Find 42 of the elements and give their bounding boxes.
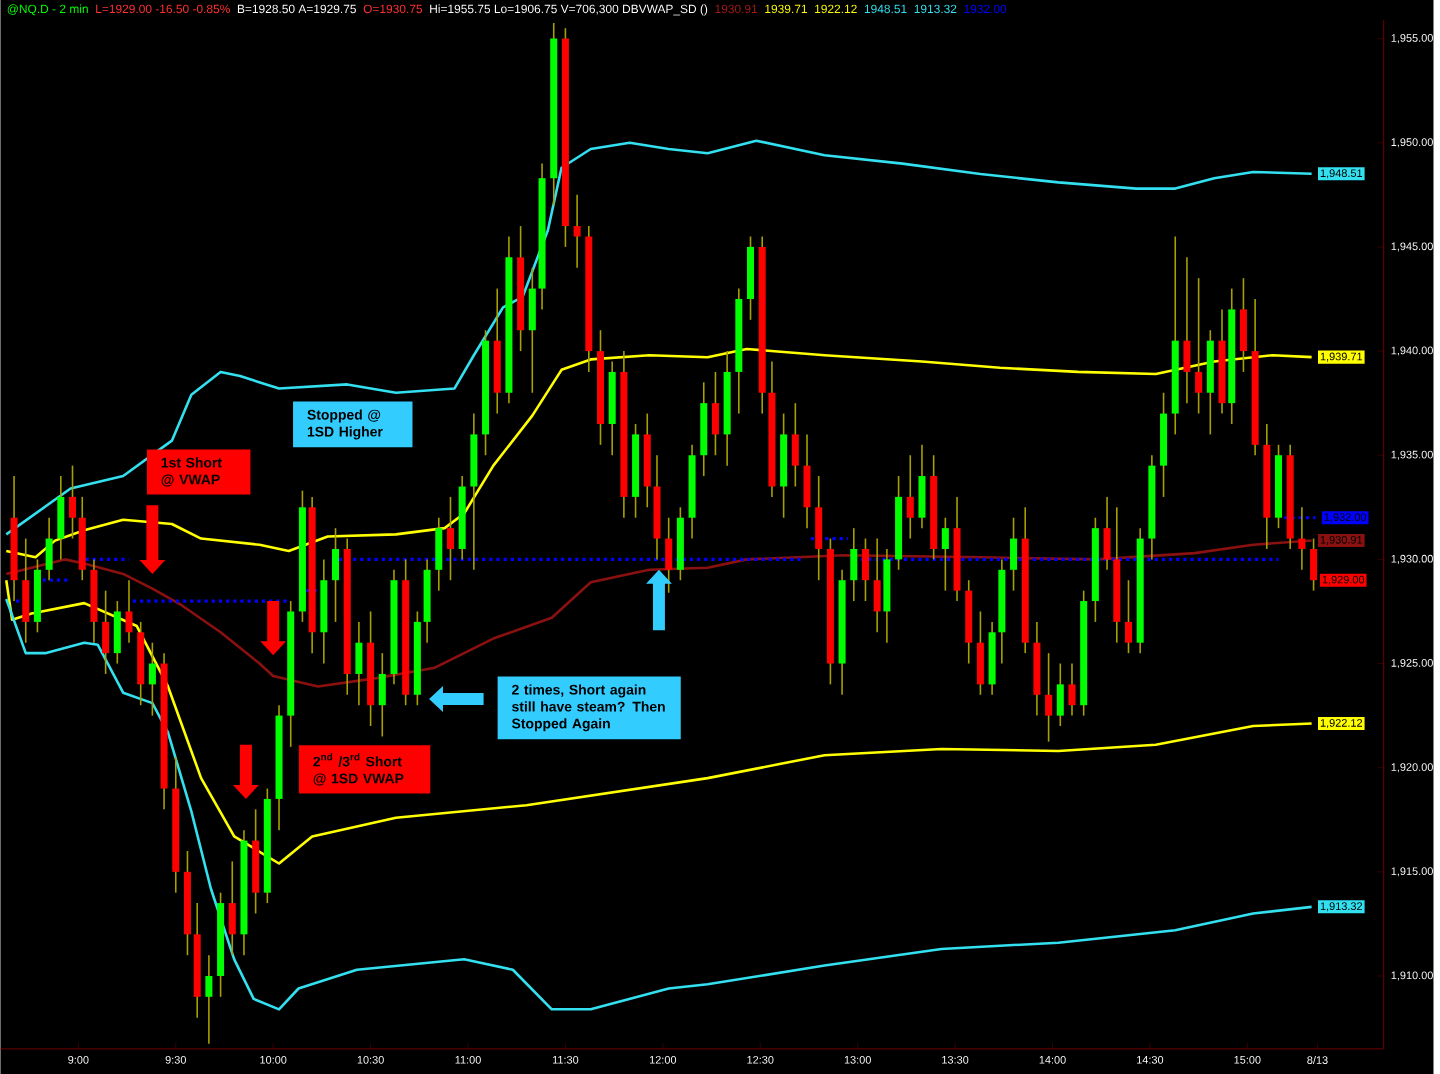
candlestick: [148, 641, 156, 717]
candlestick: [332, 526, 340, 623]
candlestick: [976, 610, 984, 696]
candlestick: [850, 526, 858, 602]
candlestick: [528, 266, 536, 394]
candlestick: [355, 620, 363, 706]
candlestick: [1010, 516, 1018, 592]
line-series: [4, 139, 1313, 536]
line-series: [4, 578, 1313, 865]
candlestick: [205, 954, 213, 1045]
candlestick: [1103, 495, 1111, 571]
candlestick: [69, 464, 77, 539]
candlestick: [1068, 662, 1076, 717]
candlestick: [941, 516, 949, 592]
candlestick: [791, 401, 799, 487]
candlestick: [1056, 662, 1064, 727]
candlestick: [803, 433, 811, 529]
line-series: [4, 597, 1313, 1011]
candlestick: [446, 495, 454, 581]
candlestick: [228, 860, 236, 956]
candlestick: [125, 579, 133, 644]
candlestick: [1124, 579, 1132, 654]
candlestick: [573, 193, 581, 269]
candlestick: [22, 537, 30, 644]
candlestick: [1195, 277, 1203, 414]
candlestick: [378, 651, 386, 737]
candlestick: [435, 516, 443, 592]
candlestick: [711, 370, 719, 456]
candlestick: [906, 454, 914, 539]
candlestick: [1183, 256, 1191, 404]
candlestick: [815, 474, 823, 581]
candlestick: [57, 474, 65, 560]
candlestick: [102, 589, 110, 675]
candlestick: [1045, 651, 1053, 743]
candlestick: [1298, 506, 1306, 571]
candlestick: [45, 516, 53, 581]
candlestick: [873, 537, 881, 633]
candlestick: [113, 599, 121, 664]
candlestick: [1239, 277, 1247, 373]
candlestick: [918, 443, 926, 529]
candlestick: [665, 516, 673, 594]
candlestick: [861, 537, 869, 602]
